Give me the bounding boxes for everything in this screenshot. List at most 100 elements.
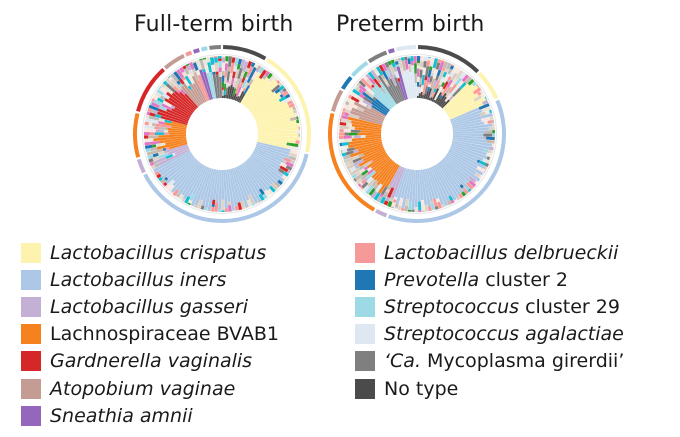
sample-bar-minor	[179, 67, 185, 74]
sample-bar-minor	[435, 62, 441, 70]
sample-bar-dominant	[237, 91, 245, 103]
sample-bar-minor	[176, 68, 185, 79]
legend-right-column: Lactobacillus delbrueckii Prevotella clus…	[355, 239, 624, 402]
community-type-ring-segment	[375, 208, 388, 218]
sample-bar-minor	[243, 71, 248, 79]
sample-bar-minor	[442, 73, 450, 84]
sample-bar-minor	[353, 149, 359, 154]
sample-bar-minor	[287, 100, 293, 106]
sample-bar-minor	[192, 62, 199, 71]
community-type-ring-segment	[136, 158, 146, 174]
sample-bar-minor	[155, 123, 167, 128]
sample-bar-dominant	[365, 134, 382, 138]
sample-bar-dominant	[252, 151, 281, 168]
sample-bar-dominant	[358, 143, 383, 152]
sample-bar-minor	[239, 82, 244, 88]
sample-bar-minor	[286, 142, 289, 146]
sample-bar-minor	[232, 80, 237, 88]
sample-bar-minor	[483, 120, 488, 125]
sample-bar-minor	[183, 79, 190, 87]
sample-bar-dominant	[351, 107, 384, 122]
sample-bar-minor	[438, 76, 445, 86]
sample-bar-minor	[420, 61, 424, 68]
sample-bar-dominant	[425, 168, 436, 200]
sample-bar-minor	[484, 96, 487, 100]
sample-bar-minor	[181, 71, 188, 78]
sample-bar-minor	[149, 161, 155, 167]
sample-bar-minor	[273, 181, 281, 188]
sample-bar-minor	[147, 108, 152, 113]
sample-bar-minor	[419, 69, 423, 78]
sample-bar-dominant	[443, 84, 474, 111]
sample-bar-minor	[222, 87, 224, 90]
sample-bar-dominant	[245, 80, 271, 108]
sample-bar-minor	[148, 158, 154, 163]
sample-bar-minor	[290, 159, 296, 165]
sample-bar-minor	[245, 206, 249, 209]
sample-bar-minor	[358, 88, 364, 95]
sample-bar-dominant	[256, 110, 294, 125]
sample-bar-minor	[346, 163, 355, 170]
sample-bar-dominant	[167, 145, 189, 156]
sample-bar-minor	[450, 199, 455, 204]
sample-bar-minor	[339, 128, 344, 133]
sample-bar-minor	[418, 90, 421, 94]
sample-bar-minor	[387, 200, 393, 208]
sample-bar-minor	[239, 57, 243, 60]
sample-bar-minor	[483, 136, 487, 140]
sample-bar-minor	[348, 126, 355, 130]
sample-bar-dominant	[431, 166, 450, 202]
sample-bar-minor	[480, 93, 486, 98]
sample-bar-minor	[379, 196, 386, 205]
sample-bar-dominant	[172, 159, 198, 187]
sample-bar-minor	[421, 210, 425, 212]
sample-bar-minor	[422, 90, 425, 96]
sample-bar-minor	[349, 172, 353, 176]
sample-bar-dominant	[450, 109, 483, 123]
sample-bar-minor	[455, 67, 461, 75]
preterm-wheel-chart	[328, 45, 507, 224]
sample-bar-minor	[202, 58, 208, 66]
sample-bar-minor	[388, 64, 396, 76]
sample-bar-minor	[145, 118, 150, 123]
sample-bar-minor	[446, 200, 452, 206]
sample-bar-minor	[233, 65, 238, 72]
sample-bar-minor	[149, 112, 156, 117]
sample-bar-minor	[255, 68, 260, 73]
sample-bar-minor	[339, 135, 344, 140]
sample-bar-minor	[447, 75, 452, 81]
legend-swatch	[355, 296, 375, 317]
sample-bar-dominant	[251, 153, 284, 178]
sample-bar-minor	[162, 80, 168, 86]
sample-bar-minor	[234, 57, 239, 67]
sample-bar-minor	[356, 82, 361, 88]
sample-bar-minor	[343, 129, 351, 133]
sample-bar-minor	[148, 104, 160, 112]
sample-bar-minor	[363, 96, 373, 104]
sample-bar-minor	[193, 204, 198, 208]
sample-bar-minor	[440, 81, 446, 88]
sample-bar-dominant	[158, 134, 187, 138]
sample-bar-minor	[356, 106, 365, 112]
sample-bar-minor	[419, 87, 422, 91]
sample-bar-dominant	[405, 79, 411, 99]
sample-bar-minor	[430, 202, 436, 210]
sample-bar-minor	[154, 91, 162, 98]
sample-bar-minor	[344, 108, 351, 114]
sample-bar-dominant	[430, 166, 449, 207]
sample-bar-minor	[394, 58, 398, 62]
sample-bar-minor	[268, 75, 276, 83]
sample-bar-minor	[486, 139, 493, 144]
sample-bar-dominant	[435, 97, 442, 105]
sample-bar-minor	[251, 66, 257, 73]
sample-bar-minor	[367, 193, 372, 197]
sample-bar-minor	[167, 75, 171, 79]
sample-bar-dominant	[237, 165, 259, 204]
sample-bar-minor	[193, 72, 200, 81]
sample-bar-minor	[354, 164, 360, 170]
sample-bar-minor	[282, 171, 289, 177]
sample-bar-minor	[264, 70, 271, 77]
sample-bar-minor	[411, 209, 415, 212]
sample-bar-minor	[293, 112, 298, 117]
sample-bar-dominant	[354, 141, 383, 150]
